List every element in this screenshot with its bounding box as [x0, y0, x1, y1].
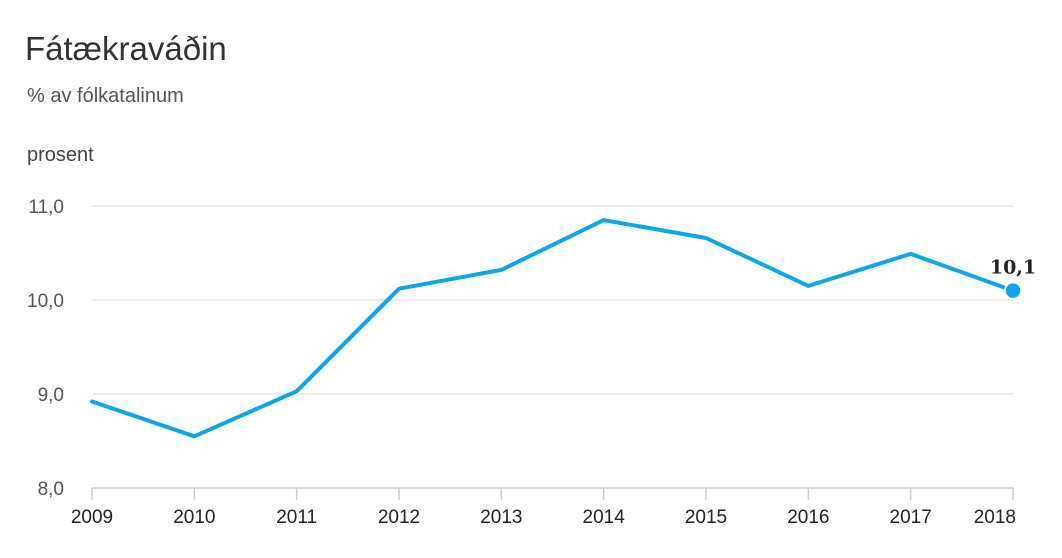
y-tick-label: 8,0 — [38, 479, 64, 500]
chart-subtitle: % av fólkatalinum — [27, 85, 184, 107]
x-tick-label: 2011 — [276, 507, 317, 528]
x-tick-label: 2013 — [480, 507, 522, 528]
x-axis-ticks: 2009 2010 2011 2012 2013 2014 2015 2016 2017 2018 — [71, 488, 1016, 528]
last-data-point — [1004, 281, 1022, 300]
y-tick-label: 9,0 — [38, 385, 64, 406]
series-layer — [90, 218, 1022, 439]
grid-lines — [92, 205, 1013, 395]
y-tick-label: 10,0 — [27, 291, 64, 312]
x-tick-label: 2010 — [173, 507, 215, 528]
x-tick-label: 2017 — [890, 507, 932, 528]
x-tick-label: 2014 — [583, 507, 626, 528]
chart-title: Fátækraváðin — [25, 30, 227, 67]
x-tick-label: 2016 — [787, 507, 829, 528]
data-label: 10,1 — [990, 257, 1036, 279]
data-labels: 10,1 — [990, 257, 1036, 279]
x-tick-label: 2018 — [974, 507, 1016, 528]
series-line — [90, 218, 1015, 439]
x-tick-label: 2009 — [71, 507, 113, 528]
y-axis-ticks: 8,0 9,0 10,0 11,0 — [27, 197, 64, 500]
y-axis-label: prosent — [27, 144, 94, 166]
y-tick-label: 11,0 — [28, 197, 64, 218]
x-tick-label: 2015 — [685, 507, 727, 528]
x-tick-label: 2012 — [378, 507, 420, 528]
